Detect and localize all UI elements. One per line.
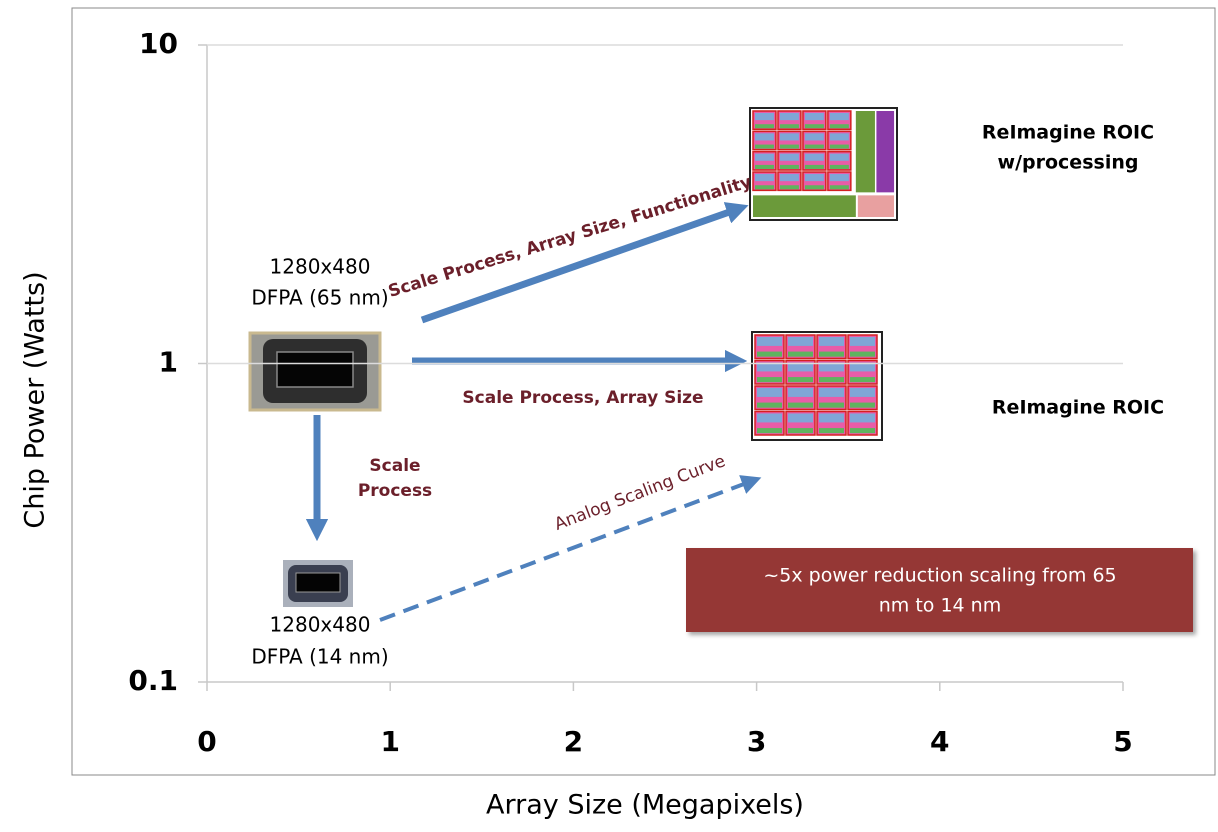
die-cell-bottom — [780, 124, 799, 128]
y-tick-label: 10 — [139, 27, 178, 60]
die-cell-top — [830, 154, 849, 161]
page: Chip Power (Watts) Array Size (Megapixel… — [0, 0, 1218, 832]
x-tick-label: 2 — [564, 725, 583, 758]
die-cell-bottom — [850, 352, 875, 357]
callout-box — [686, 548, 1193, 632]
die-cell-bottom — [755, 165, 774, 169]
die-cell-bottom — [830, 165, 849, 169]
die-logic — [858, 195, 894, 217]
die-cell-bottom — [805, 124, 824, 128]
die-cell-top — [788, 414, 813, 423]
die-cell-top — [757, 388, 782, 397]
annotation: Process — [358, 481, 432, 501]
die-cell-bottom — [757, 377, 782, 382]
annotation: w/processing — [998, 152, 1139, 174]
die-cell-top — [757, 337, 782, 346]
annotation: DFPA (65 nm) — [251, 286, 388, 310]
die-cell-top — [805, 113, 824, 120]
die-logic — [876, 111, 894, 192]
annotation: 1280x480 — [270, 255, 371, 279]
die-cell-bottom — [780, 145, 799, 149]
die-cell-top — [780, 133, 799, 140]
die-cell-top — [819, 414, 844, 423]
die-cell-bottom — [788, 352, 813, 357]
die-cell-top — [850, 414, 875, 423]
y-tick-label: 1 — [159, 346, 178, 379]
die-cell-bottom — [819, 352, 844, 357]
y-tick-label: 0.1 — [128, 664, 178, 697]
x-tick-label: 3 — [747, 725, 766, 758]
annotation: Scale — [369, 456, 420, 476]
die-cell-bottom — [780, 165, 799, 169]
die-cell-bottom — [755, 185, 774, 189]
die-cell-top — [830, 174, 849, 181]
x-tick-label: 1 — [380, 725, 399, 758]
die-cell-top — [755, 154, 774, 161]
x-axis-title: Array Size (Megapixels) — [486, 790, 804, 821]
die-cell-bottom — [755, 124, 774, 128]
die-cell-top — [780, 113, 799, 120]
die-cell-top — [805, 133, 824, 140]
die-cell-top — [850, 337, 875, 346]
die-cell-bottom — [850, 377, 875, 382]
chip-image-65nm — [250, 333, 380, 410]
die-cell-bottom — [788, 377, 813, 382]
roic-processing-image — [750, 108, 897, 220]
x-tick-label: 0 — [197, 725, 216, 758]
chip-image-14nm — [283, 560, 353, 607]
die-cell-top — [819, 337, 844, 346]
annotation: 1280x480 — [270, 613, 371, 637]
y-axis-title: Chip Power (Watts) — [20, 271, 51, 528]
annotation: DFPA (14 nm) — [251, 645, 388, 669]
die-cell-bottom — [830, 124, 849, 128]
die-logic — [753, 195, 856, 217]
die-cell-bottom — [850, 428, 875, 433]
roic-image — [752, 332, 882, 440]
die-cell-top — [780, 154, 799, 161]
die-cell-bottom — [780, 185, 799, 189]
die-cell-bottom — [850, 403, 875, 408]
die-cell-top — [805, 154, 824, 161]
annotation: ReImagine ROIC — [982, 122, 1154, 144]
die-cell-top — [788, 388, 813, 397]
annotation: nm to 14 nm — [879, 595, 1001, 617]
x-tick-label: 5 — [1113, 725, 1132, 758]
die-cell-top — [830, 133, 849, 140]
die-logic — [856, 111, 875, 192]
die-cell-top — [755, 133, 774, 140]
die-cell-bottom — [755, 145, 774, 149]
die-cell-bottom — [819, 377, 844, 382]
die-cell-top — [850, 388, 875, 397]
die-cell-top — [755, 174, 774, 181]
annotation: Scale Process, Array Size — [462, 388, 703, 408]
die-cell-bottom — [805, 185, 824, 189]
die-cell-top — [830, 113, 849, 120]
x-tick-label: 4 — [930, 725, 949, 758]
die-cell-bottom — [830, 185, 849, 189]
die-cell-top — [805, 174, 824, 181]
die-cell-bottom — [819, 403, 844, 408]
die-cell-top — [819, 388, 844, 397]
die-cell-bottom — [830, 145, 849, 149]
die-cell-top — [755, 113, 774, 120]
die-cell-top — [788, 337, 813, 346]
die-cell-bottom — [819, 428, 844, 433]
annotation: ReImagine ROIC — [992, 397, 1164, 419]
die-cell-top — [780, 174, 799, 181]
die-cell-bottom — [788, 428, 813, 433]
die-cell-bottom — [805, 145, 824, 149]
die-cell-bottom — [805, 165, 824, 169]
die-cell-bottom — [757, 428, 782, 433]
annotation: ~5x power reduction scaling from 65 — [763, 565, 1116, 587]
die-cell-bottom — [757, 352, 782, 357]
chart: Chip Power (Watts) Array Size (Megapixel… — [0, 0, 1218, 832]
die-cell-bottom — [788, 403, 813, 408]
die-cell-bottom — [757, 403, 782, 408]
die-cell-top — [757, 414, 782, 423]
